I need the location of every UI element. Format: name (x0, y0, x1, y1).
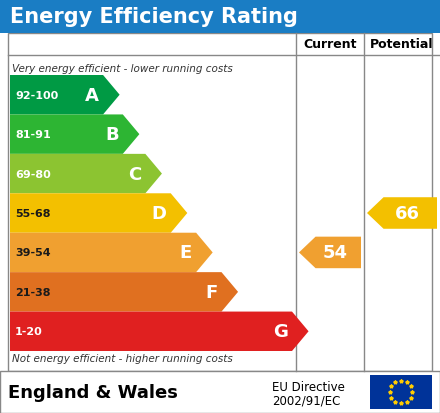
Text: 66: 66 (395, 204, 419, 223)
Bar (370, 375, 432, 409)
Text: Not energy efficient - higher running costs: Not energy efficient - higher running co… (12, 353, 233, 363)
Text: A: A (85, 86, 99, 104)
Text: E: E (180, 244, 192, 262)
Text: Current: Current (303, 38, 357, 51)
Text: Potential: Potential (370, 38, 434, 51)
Text: G: G (273, 323, 288, 340)
Polygon shape (10, 273, 238, 312)
Text: B: B (105, 126, 119, 144)
Polygon shape (10, 115, 139, 154)
Text: F: F (205, 283, 217, 301)
Text: 2002/91/EC: 2002/91/EC (272, 394, 341, 407)
Polygon shape (10, 76, 120, 115)
Polygon shape (10, 194, 187, 233)
Text: 81-91: 81-91 (15, 130, 51, 140)
Text: D: D (152, 204, 167, 223)
Text: Energy Efficiency Rating: Energy Efficiency Rating (10, 7, 298, 27)
Polygon shape (10, 233, 213, 273)
Polygon shape (367, 198, 437, 229)
Text: 92-100: 92-100 (15, 90, 58, 100)
Text: EU Directive: EU Directive (272, 380, 345, 393)
Text: 54: 54 (323, 244, 348, 262)
Text: 55-68: 55-68 (15, 209, 51, 218)
Text: 69-80: 69-80 (15, 169, 51, 179)
Bar (0, 0, 440, 34)
Polygon shape (299, 237, 361, 268)
Text: Very energy efficient - lower running costs: Very energy efficient - lower running co… (12, 64, 233, 74)
Polygon shape (10, 312, 308, 351)
Bar (8, 34, 432, 371)
Text: 21-38: 21-38 (15, 287, 51, 297)
Text: 39-54: 39-54 (15, 248, 51, 258)
Text: 1-20: 1-20 (15, 327, 43, 337)
Text: C: C (128, 165, 141, 183)
Polygon shape (10, 154, 162, 194)
Text: England & Wales: England & Wales (8, 383, 178, 401)
Bar (0, 371, 440, 413)
